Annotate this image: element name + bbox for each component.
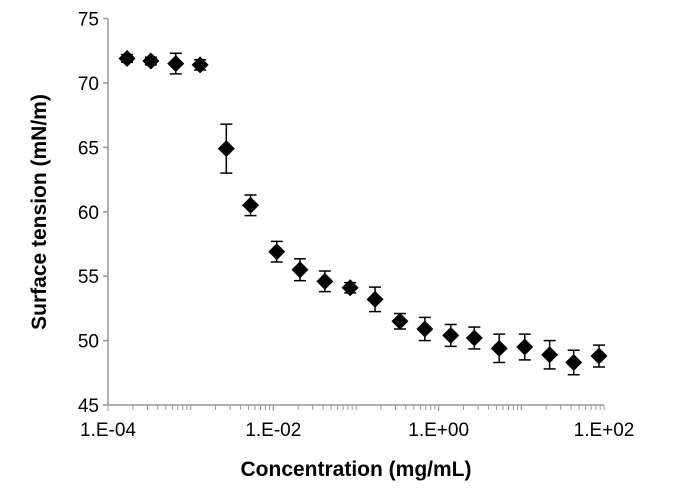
y-tick-label: 50 (78, 332, 99, 353)
diamond-marker (291, 261, 309, 279)
data-point (268, 240, 286, 263)
data-point (541, 339, 559, 370)
x-tick-label: 1.E-02 (245, 420, 301, 441)
diamond-marker (391, 312, 409, 330)
diamond-marker (268, 243, 286, 261)
data-point (341, 279, 359, 297)
x-axis-title: Concentration (mg/mL) (241, 458, 472, 481)
diamond-marker (590, 347, 608, 365)
y-axis-title: Surface tension (mN/m) (28, 94, 51, 330)
y-tick-label: 45 (78, 396, 99, 417)
data-point (416, 316, 434, 342)
data-point (142, 52, 160, 70)
data-point (490, 333, 508, 364)
x-tick-label: 1.E+00 (408, 420, 469, 441)
data-point (442, 323, 460, 348)
x-tick-label: 1.E+02 (574, 420, 635, 441)
diamond-marker (118, 49, 136, 67)
data-point (516, 333, 534, 361)
diamond-marker (416, 320, 434, 338)
diamond-marker (442, 326, 460, 344)
diamond-marker (516, 338, 534, 356)
diamond-marker (366, 290, 384, 308)
data-point (391, 312, 409, 330)
diamond-marker (217, 140, 235, 158)
data-point (316, 270, 334, 293)
diamond-marker (490, 339, 508, 357)
data-point (167, 52, 185, 75)
y-tick-label: 70 (78, 74, 99, 95)
y-tick-label: 65 (78, 138, 99, 159)
y-tick-label: 55 (78, 267, 99, 288)
data-point (590, 344, 608, 368)
y-tick-label: 75 (78, 10, 99, 31)
y-tick-label: 60 (78, 203, 99, 224)
x-tick-label: 1.E-04 (80, 420, 136, 441)
diamond-marker (565, 353, 583, 371)
data-point (242, 194, 260, 217)
data-point (217, 123, 235, 174)
diamond-marker (465, 329, 483, 347)
data-point (118, 49, 136, 67)
data-point (191, 56, 209, 74)
diamond-marker (341, 279, 359, 297)
diamond-marker (541, 346, 559, 364)
data-point (291, 258, 309, 282)
diamond-marker (242, 196, 260, 214)
data-point (465, 326, 483, 350)
data-point (366, 286, 384, 313)
diamond-marker (167, 55, 185, 73)
diamond-marker (316, 272, 334, 290)
diamond-marker (142, 52, 160, 70)
diamond-marker (191, 56, 209, 74)
data-point (565, 349, 583, 376)
